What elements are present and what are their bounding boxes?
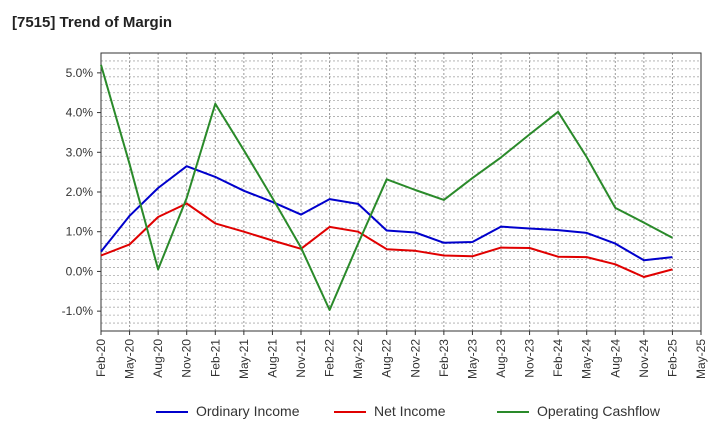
x-tick-label: Aug-21 [265,339,279,378]
x-tick-label: Aug-24 [608,339,622,378]
x-tick-label: Aug-20 [151,339,165,378]
series-line-net-income [100,202,673,278]
legend-label-ordinary-income: Ordinary Income [196,403,300,419]
series-line-operating-cashflow [100,64,673,311]
x-tick-label: Nov-22 [408,339,422,378]
y-tick-label: 4.0% [66,106,94,120]
y-tick-label: 3.0% [66,145,94,159]
x-tick-label: Nov-23 [523,339,537,378]
x-tick-label: May-24 [580,339,594,379]
legend-label-net-income: Net Income [374,403,446,419]
plot-area [101,53,701,331]
x-tick-label: May-20 [123,339,137,379]
x-tick-label: May-22 [351,339,365,379]
x-tick-label: Feb-24 [551,339,565,377]
x-tick-label: Feb-21 [208,339,222,377]
x-tick-label: Feb-23 [437,339,451,377]
y-tick-label: -1.0% [62,304,94,318]
x-tick-label: Feb-20 [94,339,108,377]
chart-title: [7515] Trend of Margin [12,14,173,31]
y-tick-label: 0.0% [66,264,94,278]
x-tick-label: Feb-22 [323,339,337,377]
x-tick-label: Aug-22 [380,339,394,378]
y-tick-label: 5.0% [66,66,94,80]
x-tick-label: Nov-21 [294,339,308,378]
x-tick-label: Aug-23 [494,339,508,378]
x-tick-label: Nov-24 [637,339,651,378]
x-tick-label: Feb-25 [665,339,679,377]
x-tick-label: May-25 [694,339,708,379]
x-tick-label: May-23 [465,339,479,379]
x-tick-label: Nov-20 [180,339,194,378]
y-tick-label: 2.0% [66,185,94,199]
x-tick-label: May-21 [237,339,251,379]
legend-label-operating-cashflow: Operating Cashflow [537,403,661,419]
y-tick-label: 1.0% [66,225,94,239]
